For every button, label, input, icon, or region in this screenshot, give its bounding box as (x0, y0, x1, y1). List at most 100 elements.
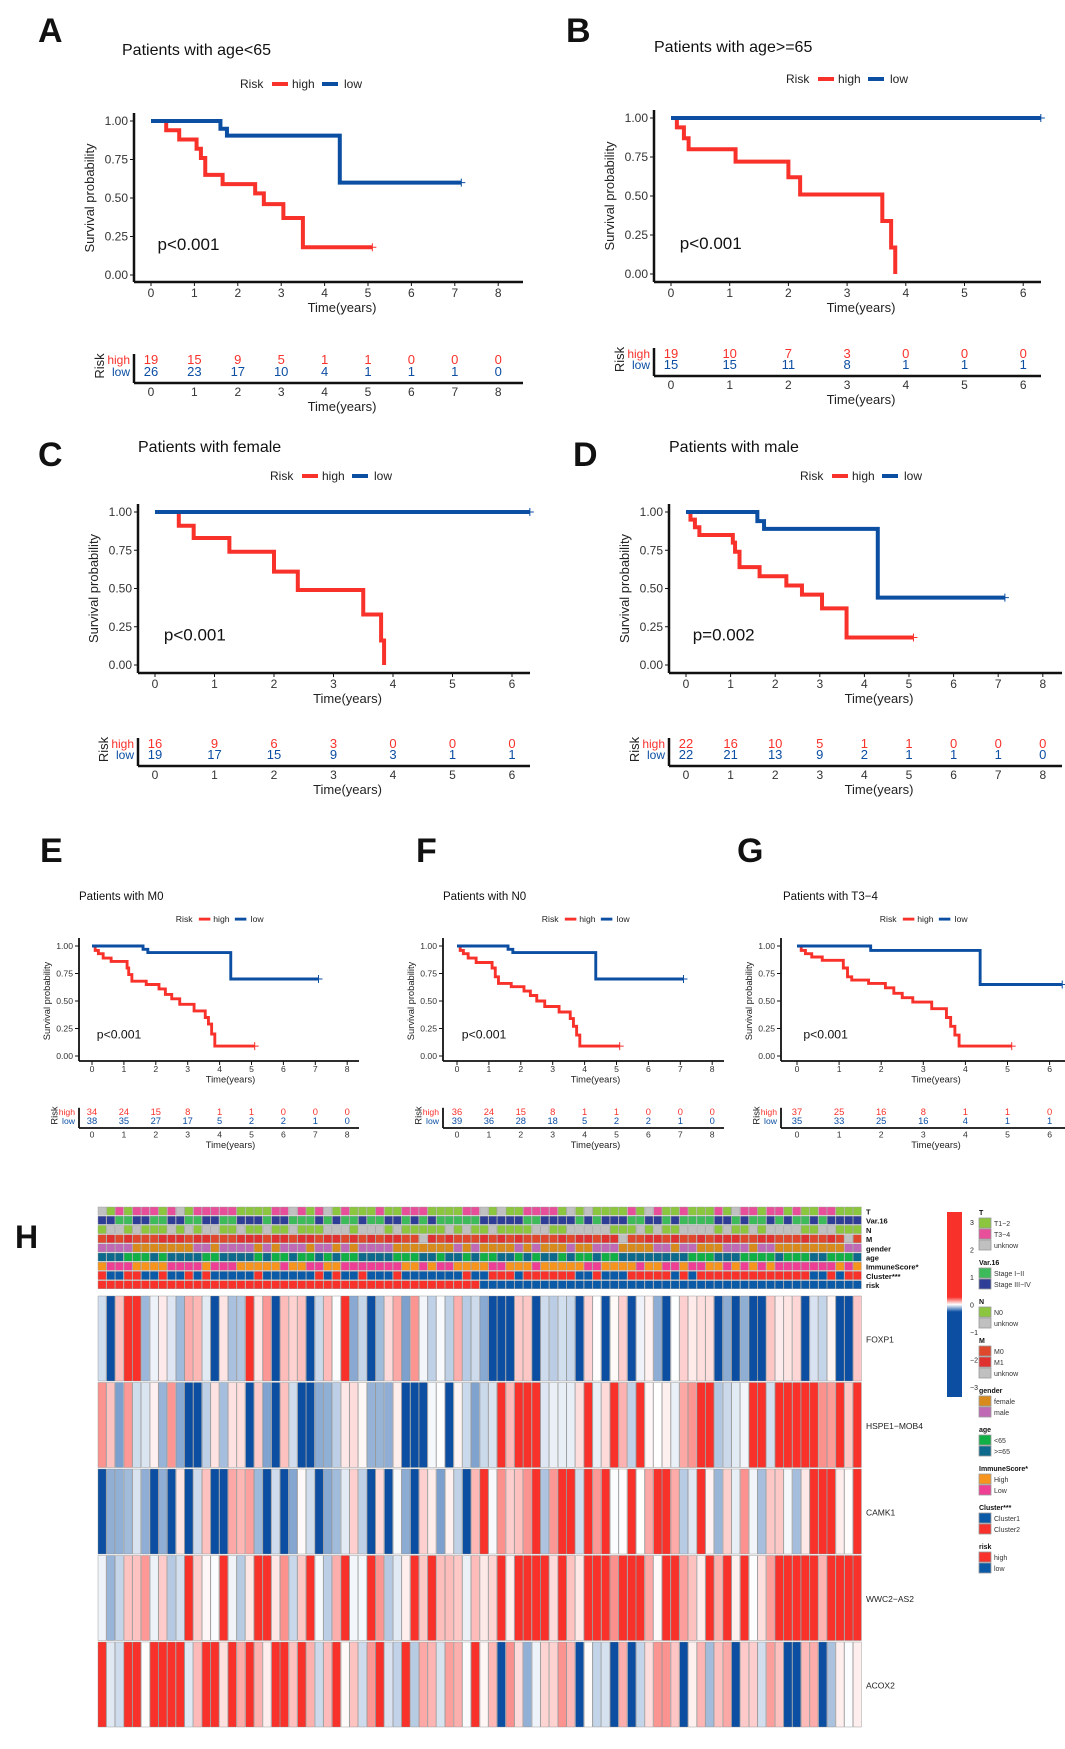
annotation-cell (384, 1215, 393, 1225)
annotation-cell (245, 1271, 254, 1280)
annotation-cell (809, 1215, 819, 1225)
annotation-cell (497, 1225, 506, 1234)
annotation-cell (479, 1252, 489, 1262)
y-tick-label: 1.00 (758, 941, 775, 951)
heatmap-cell (167, 1555, 176, 1641)
annotation-cell (158, 1225, 168, 1234)
annotation-cell (497, 1261, 506, 1271)
annotation-cell (566, 1243, 576, 1253)
heatmap-cell (696, 1382, 706, 1468)
x-tick-label: 1 (487, 1064, 492, 1074)
heatmap-cell (722, 1295, 732, 1382)
annotation-cell (106, 1234, 115, 1243)
heatmap-cell (688, 1555, 697, 1641)
risk-x-tick-label: 6 (408, 385, 415, 399)
annotation-cell (106, 1271, 115, 1280)
heatmap-cell (106, 1382, 115, 1468)
legend-item-label: N0 (994, 1310, 1003, 1317)
annotation-cell (349, 1271, 359, 1280)
heatmap-cell (97, 1382, 107, 1468)
heatmap-cell (201, 1382, 211, 1468)
annotation-cell (262, 1271, 272, 1280)
annotation-cell (644, 1215, 654, 1225)
annotation-cell (97, 1252, 107, 1262)
heatmap-cell (644, 1555, 654, 1641)
annotation-cell (766, 1206, 775, 1216)
annotation-cell (123, 1225, 133, 1234)
risk-row-label-high: high (642, 737, 665, 751)
annotation-cell (254, 1271, 263, 1280)
risk-count-high: 1 (249, 1107, 254, 1117)
annotation-cell (297, 1206, 306, 1216)
censor-mark (909, 633, 918, 642)
annotation-cell (505, 1280, 515, 1289)
heatmap-cell (453, 1641, 463, 1728)
heatmap-cell (184, 1555, 194, 1641)
heatmap-cell (774, 1641, 784, 1728)
annotation-cell (410, 1261, 419, 1271)
legend-item-label: unknow (994, 1321, 1019, 1328)
annotation-cell (245, 1234, 254, 1243)
x-tick-label: 8 (345, 1064, 350, 1074)
risk-count-high: 0 (281, 1107, 286, 1117)
annotation-cell (219, 1261, 228, 1271)
annotation-cell (696, 1215, 706, 1225)
heatmap-cell (184, 1295, 194, 1382)
y-tick-label: 0.00 (758, 1051, 775, 1061)
risk-x-tick-label: 6 (950, 768, 957, 782)
risk-count-high: 0 (1039, 736, 1046, 751)
annotation-cell (801, 1243, 810, 1253)
annotation-cell (592, 1243, 602, 1253)
heatmap-cell (514, 1555, 524, 1641)
annotation-cell (575, 1271, 584, 1280)
heatmap-cell (653, 1295, 662, 1382)
annotation-cell (505, 1234, 515, 1243)
risk-x-tick-label: 4 (963, 1129, 968, 1139)
heatmap-cell (392, 1555, 402, 1641)
km-curve-high (151, 119, 373, 250)
risk-count-low: 13 (768, 747, 782, 762)
heatmap-cell (392, 1641, 402, 1728)
heatmap-cell (505, 1382, 515, 1468)
heatmap-cell (471, 1555, 480, 1641)
annotation-cell (601, 1271, 610, 1280)
heatmap-cell (219, 1641, 228, 1728)
risk-x-tick-label: 5 (961, 378, 968, 392)
x-axis-label: Time(years) (911, 1075, 961, 1085)
annotation-cell (149, 1271, 159, 1280)
legend-title: Risk (786, 72, 810, 86)
annotation-cell (288, 1280, 298, 1289)
annotation-cell (714, 1280, 723, 1289)
heatmap-cell (549, 1555, 558, 1641)
annotation-cell (228, 1280, 237, 1289)
x-tick-label: 4 (321, 286, 328, 300)
heatmap-cell (323, 1641, 333, 1728)
x-tick-label: 6 (1020, 286, 1027, 300)
risk-count-high: 1 (364, 352, 371, 367)
heatmap-cell (853, 1382, 862, 1468)
annotation-cell (97, 1234, 107, 1243)
x-tick-label: 4 (963, 1064, 968, 1074)
annotation-cell (97, 1280, 107, 1289)
annotation-cell (835, 1271, 845, 1280)
heatmap-cell (679, 1295, 688, 1382)
y-tick-label: 0.75 (105, 153, 129, 167)
annotation-cell (844, 1261, 853, 1271)
risk-x-tick-label: 3 (844, 378, 851, 392)
annotation-cell (748, 1215, 758, 1225)
annotation-cell (175, 1225, 185, 1234)
annotation-cell (453, 1243, 463, 1253)
risk-count-low: 2 (646, 1116, 651, 1126)
x-tick-label: 8 (1039, 677, 1046, 691)
annotation-cell (262, 1252, 272, 1262)
annotation-cell (123, 1252, 133, 1262)
risk-x-tick-label: 2 (772, 768, 779, 782)
y-axis-label: Survival probability (617, 533, 632, 643)
heatmap-cell (201, 1295, 211, 1382)
annotation-cell (349, 1234, 359, 1243)
annotation-cell (123, 1234, 133, 1243)
annotation-cell (254, 1280, 263, 1289)
annotation-cell (853, 1271, 862, 1280)
annotation-cell (115, 1280, 124, 1289)
panel-letter: D (573, 436, 598, 474)
